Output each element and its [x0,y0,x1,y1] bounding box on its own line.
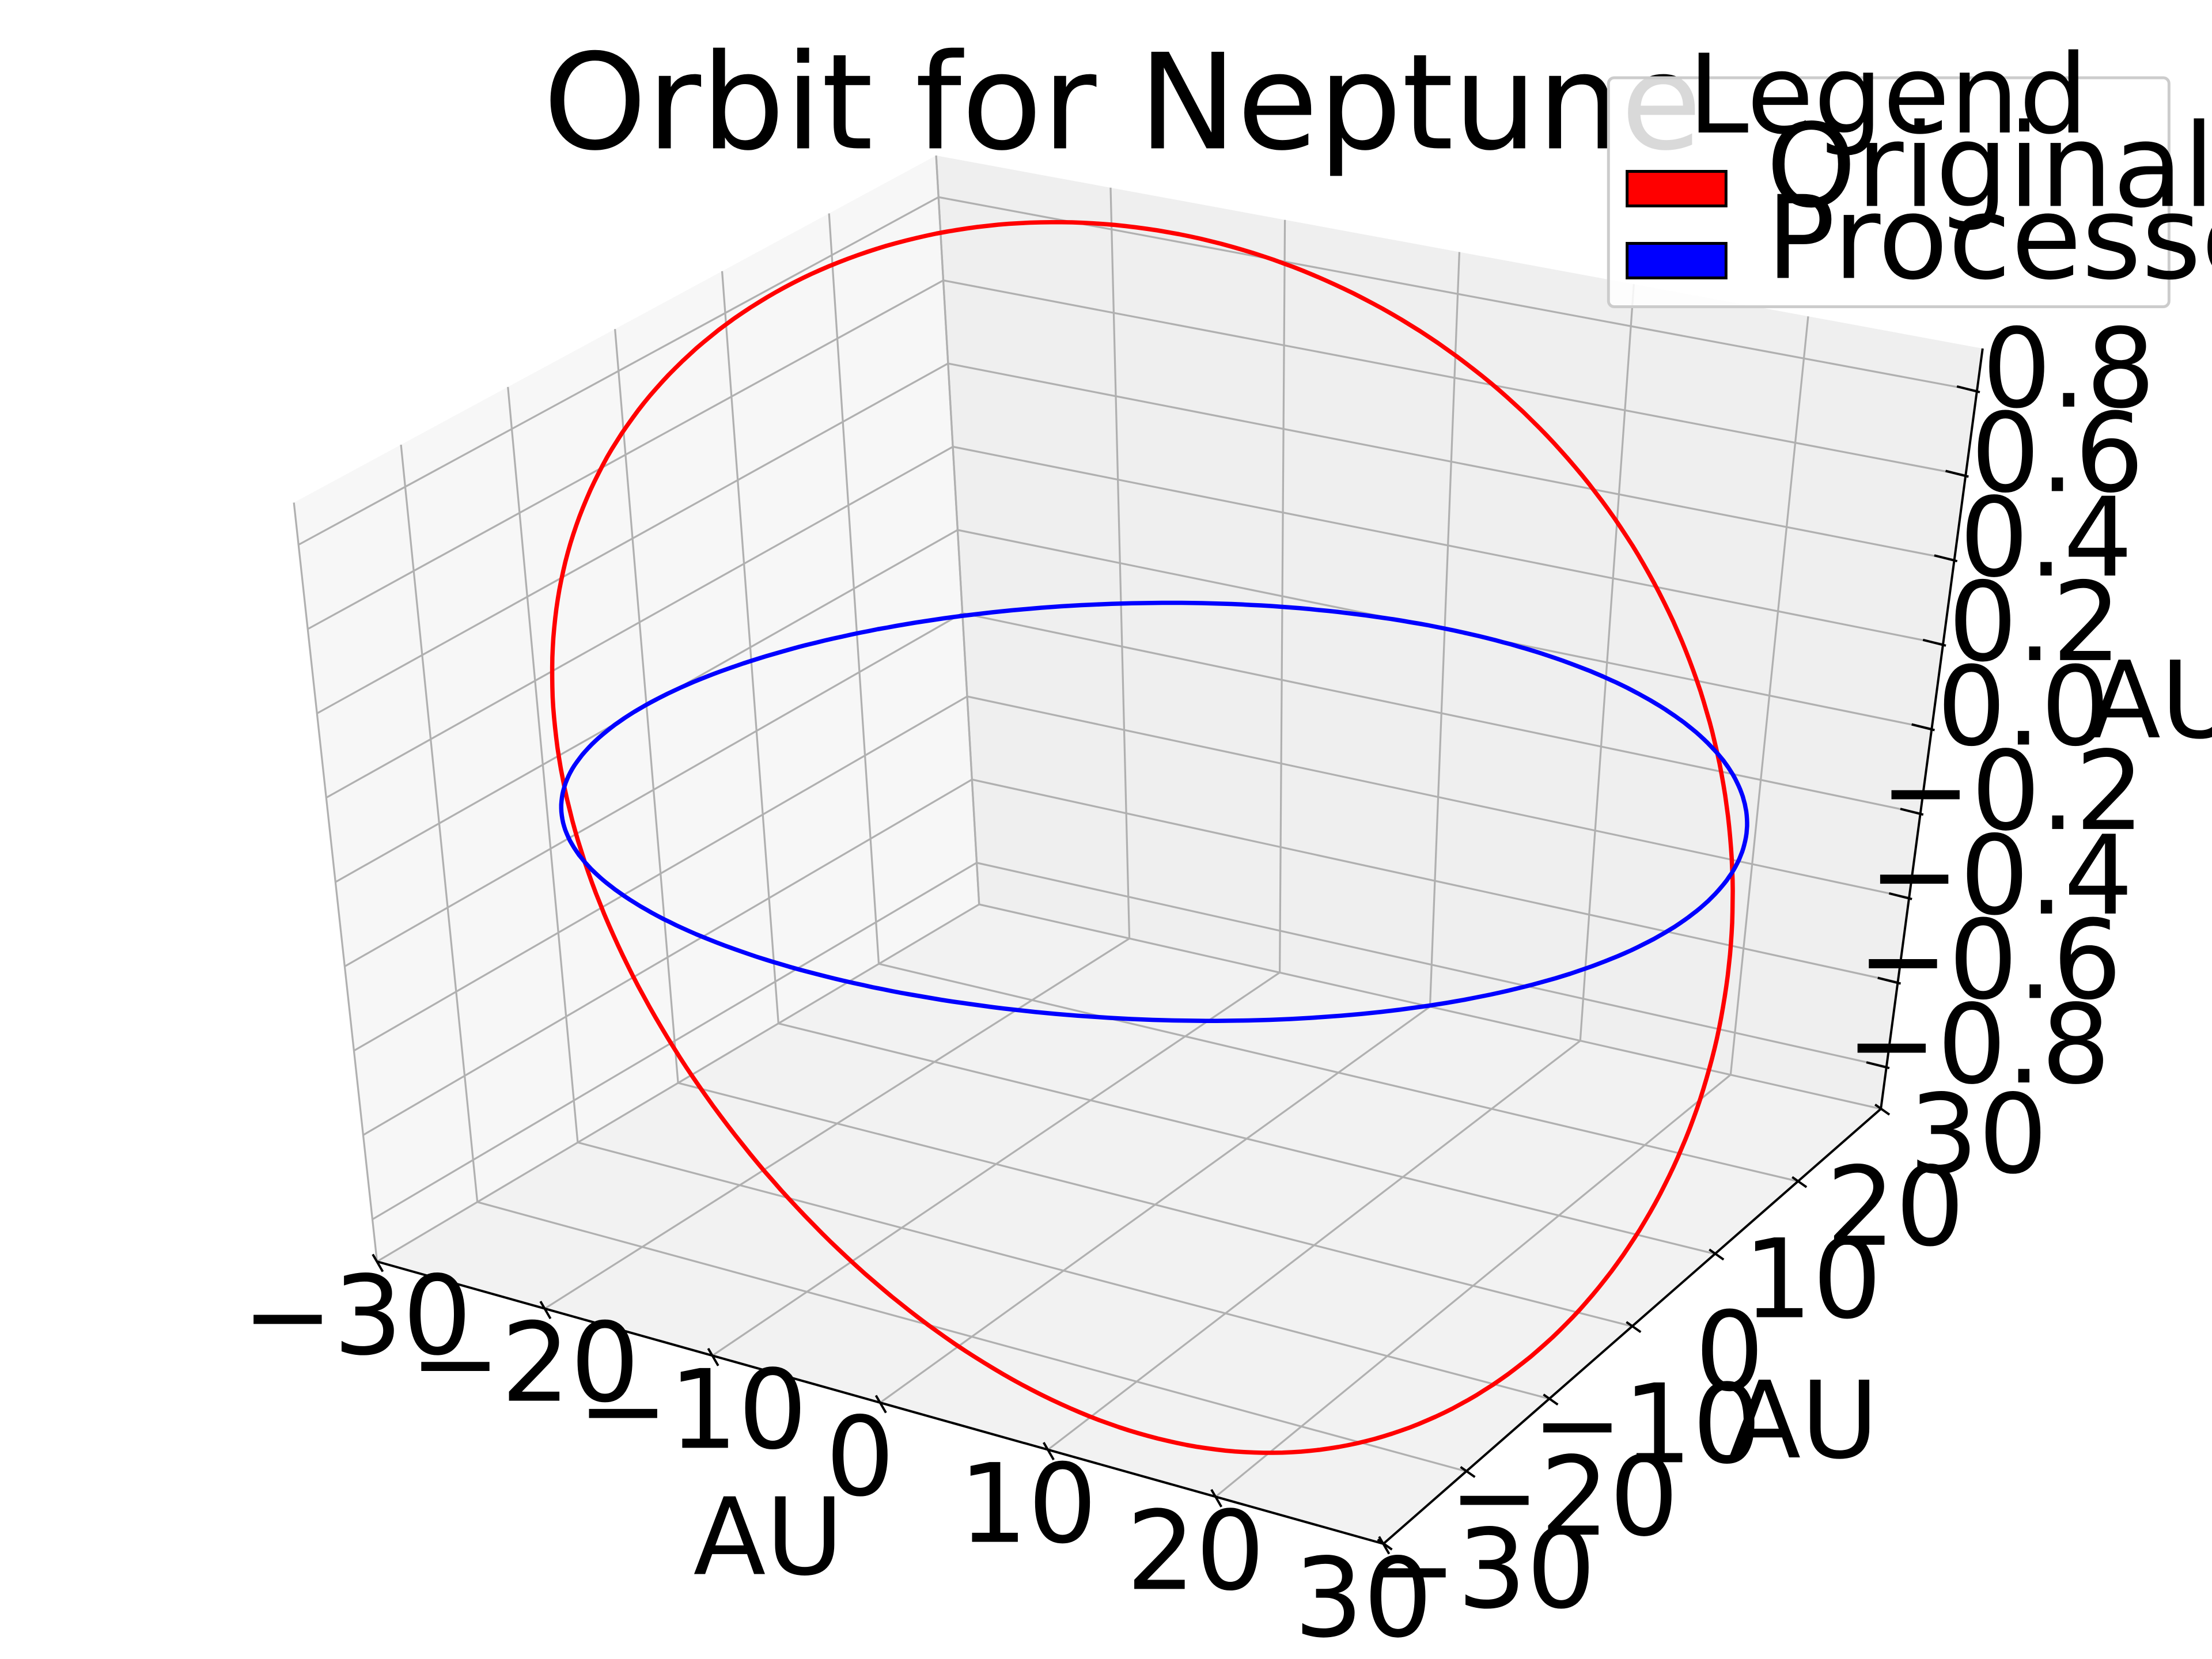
z-tick-label: 0.2 [1948,558,2122,686]
x-tick-mark [539,1301,552,1320]
grid-line-y [400,444,1467,1472]
x-tick-mark [1210,1488,1223,1508]
grid-line-z [362,778,1898,1136]
y-tick-mark [1377,1538,1393,1551]
axis-lines: −30−20−10 0 10 20 30−30−20−100102030−0.8−0.6… [242,305,2156,1659]
grid-line-z [298,196,1978,546]
series-line-processed-orbit [559,600,1749,1024]
x-tick-mark [1043,1442,1055,1461]
y-tick-label: −10 [1532,1361,1762,1488]
z-tick-label: 0.8 [1982,305,2156,433]
x-tick-label: 0 [825,1393,895,1521]
z-tick-mark [1911,723,1935,732]
y-tick-mark [1791,1176,1808,1188]
z-tick-label: 0.4 [1960,474,2133,602]
z-tick-mark [1945,469,1969,478]
legend-title: Legend [1688,31,2088,159]
y-tick-label: −20 [1449,1433,1679,1561]
y-tick-label: 20 [1826,1143,1965,1271]
x-tick-mark [707,1347,719,1366]
grid-line-z [372,862,1887,1221]
z-tick-label: −0.8 [1846,981,2111,1109]
x-tick-label: −10 [577,1346,807,1474]
x-axis-label: AU [694,1475,844,1599]
grid-line-z [353,695,1910,1052]
legend-label-processed: Processed Orbit [1766,172,2212,306]
grid-line-z [307,279,1966,630]
series-group [550,220,1749,1455]
y-tick-label: 30 [1909,1071,2048,1199]
y-tick-mark [1709,1248,1725,1261]
z-tick-mark [1900,808,1924,816]
z-axis-label: AU [2088,639,2212,763]
legend-label-original: Original Orbit [1766,100,2212,234]
z-tick-mark [1877,976,1902,985]
z-tick-mark [1922,638,1946,647]
y-tick-label: 0 [1695,1288,1764,1416]
y-tick-mark [1626,1321,1642,1334]
z-tick-mark [1866,1061,1890,1070]
legend-frame [1607,76,2171,308]
z-tick-label: −0.4 [1869,812,2133,940]
grid-line-y [935,155,1881,1110]
z-tick-mark [1934,554,1958,563]
z-tick-label: 0.6 [1971,389,2144,517]
legend-swatch-processed [1626,242,1728,279]
y-tick-mark [1874,1103,1891,1116]
grid-line-z [316,362,1955,714]
grid-line-y [614,329,1633,1328]
grid-line-z [335,529,1932,883]
z-tick-mark [1888,892,1912,900]
chart-title: Orbit for Neptune [543,26,1702,180]
x-tick-label: 10 [959,1440,1097,1568]
z-tick-label: −0.6 [1857,896,2122,1024]
z-tick-label: 0.0 [1937,643,2110,771]
grid-line-y [828,213,1798,1183]
grid-line-y [507,387,1550,1400]
z-tick-label: −0.2 [1880,728,2144,855]
y-tick-label: 10 [1743,1215,1882,1343]
series-line-original-orbit [550,220,1735,1455]
y-axis-label: AU [1728,1359,1878,1483]
z-tick-mark [1956,385,1980,393]
legend-swatch-original [1626,170,1728,207]
x-tick-label: 30 [1294,1535,1433,1659]
x-tick-label: 20 [1126,1487,1265,1615]
x-tick-mark [372,1253,384,1272]
grid-line-z [325,445,1944,799]
y-tick-mark [1460,1466,1476,1478]
x-tick-mark [874,1395,887,1414]
y-tick-label: −30 [1366,1506,1596,1634]
x-tick-label: −30 [242,1252,472,1380]
legend: Legend Original Orbit Processed Orbit [1607,31,2212,308]
grid-line-z [344,612,1921,968]
grid-line-y [721,271,1715,1255]
x-tick-label: −20 [410,1299,639,1427]
y-tick-mark [1543,1393,1559,1406]
